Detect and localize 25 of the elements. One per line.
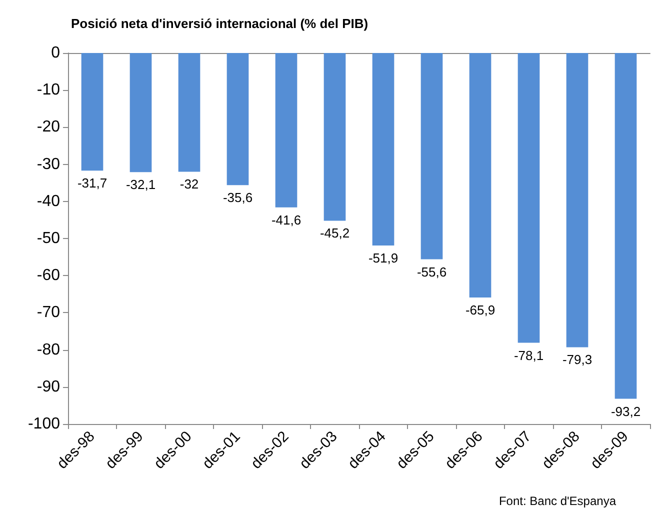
y-tick-label: -20 — [36, 118, 60, 136]
y-tick-label: -90 — [36, 378, 60, 396]
y-tick-label: -50 — [36, 230, 60, 247]
data-label: -32,1 — [126, 177, 156, 192]
text: Font: Banc d'Espanya — [498, 494, 616, 508]
data-label: -65,9 — [465, 302, 496, 318]
data-label: -31,7 — [77, 176, 108, 191]
y-tick-label: -10 — [36, 82, 60, 99]
chart-title: Posició neta d'inversió internacional (% del PIB) — [71, 16, 368, 31]
data-label: -41,6 — [271, 212, 302, 228]
data-label: -35,6 — [222, 190, 253, 206]
y-tick-label: 0 — [51, 44, 60, 62]
y-tick-label: -30 — [36, 156, 60, 173]
data-label: -78,1 — [514, 348, 544, 363]
y-tick-label: -60 — [36, 267, 60, 284]
data-label: -79,3 — [562, 352, 592, 368]
y-tick-label: -80 — [36, 341, 60, 358]
y-tick-label: -100 — [28, 416, 60, 432]
y-tick-label: -70 — [36, 304, 60, 322]
data-label: -32 — [180, 176, 199, 192]
data-label: -45,2 — [320, 226, 350, 241]
data-label: -55,6 — [416, 264, 447, 280]
data-label: -93,2 — [610, 404, 641, 419]
y-tick-label: -40 — [36, 192, 60, 210]
data-label: -51,9 — [368, 250, 398, 266]
